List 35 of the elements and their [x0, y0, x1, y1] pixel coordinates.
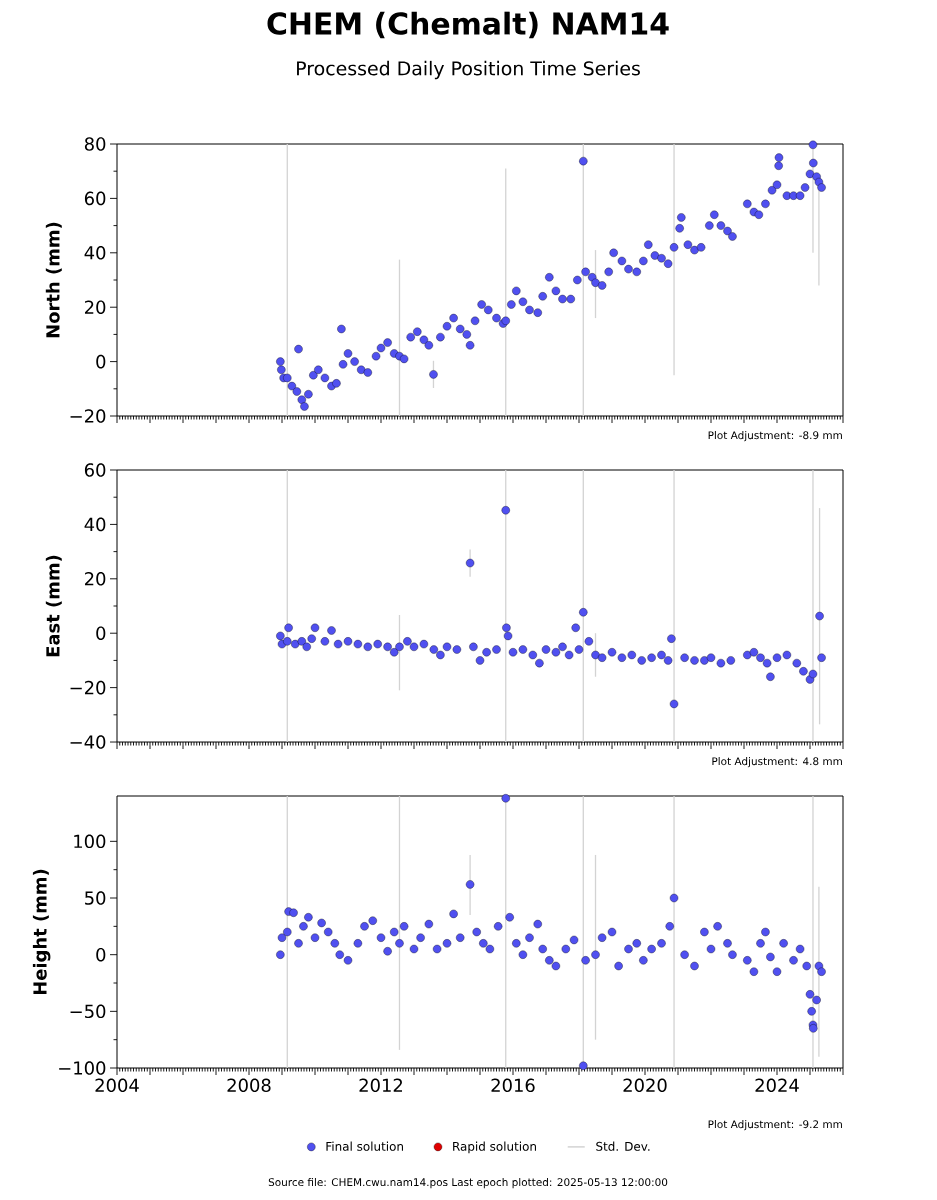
y-tick-label: −20	[70, 680, 106, 695]
x-tick-label: 2004	[95, 1078, 139, 1093]
y-tick-label: 20	[84, 300, 106, 314]
x-tick-label: 2008	[227, 1078, 271, 1093]
x-tick-label: 2020	[623, 1078, 667, 1093]
legend-label: Rapid solution	[453, 1141, 536, 1154]
y-tick-label: 60	[84, 191, 106, 206]
y-tick-label: 20	[84, 572, 106, 586]
y-tick-label: −100	[59, 1061, 106, 1075]
chart-title: CHEM (Chemalt) NAM14	[267, 11, 669, 39]
y-tick-label: 40	[84, 517, 106, 532]
x-tick-label: 2016	[491, 1078, 535, 1093]
y-tick-label: 100	[74, 834, 106, 849]
x-tick-label: 2024	[755, 1078, 799, 1093]
y-tick-label: 80	[84, 137, 106, 151]
y-tick-label: 0	[96, 626, 106, 640]
text: Plot Adjustment: -8.9 mm	[708, 431, 842, 442]
source-note: Source file: CHEM.cwu.nam14.pos Last epoch plotted: 2025-05-13 12:00:00	[268, 1178, 668, 1189]
legend-label: Final solution	[326, 1141, 403, 1151]
y-tick-label: −20	[70, 409, 106, 423]
y-tick-label: −50	[70, 1004, 106, 1019]
y-tick-label: −40	[70, 735, 106, 749]
y-axis-title: North (mm)	[45, 222, 62, 338]
y-tick-label: 60	[84, 463, 106, 477]
y-axis-title: Height (mm)	[32, 869, 51, 995]
y-tick-label: 40	[84, 246, 106, 260]
y-axis-title: East (mm)	[45, 555, 62, 657]
legend-label: Std. Dev.	[596, 1141, 650, 1151]
y-tick-label: 50	[85, 891, 106, 905]
x-tick-label: 2012	[359, 1078, 403, 1093]
y-tick-label: 0	[96, 947, 106, 962]
text: Plot Adjustment: -9.2 mm	[708, 1120, 842, 1131]
text: Plot Adjustment: 4.8 mm	[712, 757, 842, 768]
chart-subtitle: Processed Daily Position Time Series	[297, 60, 640, 80]
y-tick-label: 0	[96, 354, 106, 369]
